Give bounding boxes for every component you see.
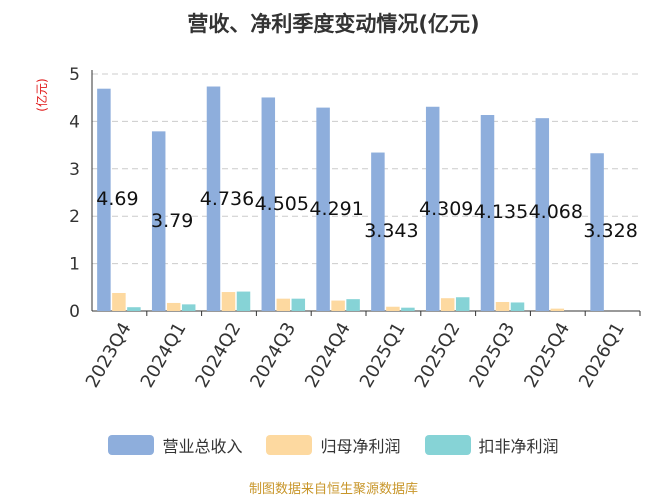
bar-net-profit	[112, 292, 126, 311]
legend-label-deducted-profit: 扣非净利润	[478, 437, 559, 456]
bar-net-profit	[276, 298, 291, 311]
bar-net-profit	[386, 306, 400, 311]
y-axis-label: (亿元)	[34, 78, 49, 111]
bar-revenue	[371, 152, 385, 311]
bar-net-profit	[440, 298, 455, 311]
legend-label-revenue: 营业总收入	[162, 437, 243, 456]
legend-swatch-revenue	[108, 435, 155, 455]
x-tick-label: 2024Q3	[246, 319, 300, 391]
legend-item-deducted-profit[interactable]: 扣非净利润	[424, 433, 559, 457]
data-label: 3.328	[583, 220, 637, 242]
bar-deducted-profit	[127, 307, 141, 311]
bar-net-profit	[495, 301, 510, 311]
data-label: 4.068	[529, 201, 583, 223]
bar-revenue	[316, 107, 330, 311]
y-tick-label: 5	[69, 65, 80, 85]
x-tick-label: 2024Q2	[191, 319, 245, 391]
legend-swatch-deducted-profit	[424, 435, 471, 455]
x-tick-label: 2023Q4	[82, 319, 136, 391]
bar-revenue	[480, 115, 495, 311]
x-tick-label: 2025Q1	[356, 319, 410, 391]
bar-net-profit	[166, 302, 181, 311]
legend-label-net-profit: 归母净利润	[320, 437, 401, 456]
data-label: 4.291	[309, 198, 363, 220]
x-tick-label: 2024Q1	[137, 319, 191, 391]
data-label: 3.343	[364, 220, 418, 242]
bar-deducted-profit	[181, 304, 196, 311]
chart-title: 营收、净利季度变动情况(亿元)	[187, 12, 480, 36]
data-label: 3.79	[151, 210, 193, 232]
x-tick-label: 2026Q1	[575, 319, 629, 391]
y-tick-label: 1	[69, 255, 80, 275]
data-label: 4.135	[474, 201, 528, 223]
y-tick-label: 2	[69, 207, 80, 227]
bar-revenue	[206, 86, 221, 311]
bar-deducted-profit	[346, 299, 360, 311]
bar-net-profit	[550, 308, 565, 311]
bar-net-profit	[221, 292, 236, 311]
x-tick-label: 2025Q2	[411, 319, 465, 391]
data-label: 4.736	[200, 188, 254, 210]
bar-deducted-profit	[291, 298, 306, 311]
bar-revenue	[425, 106, 440, 311]
bar-revenue	[151, 131, 166, 311]
legend: 营业总收入 归母净利润 扣非净利润	[0, 433, 667, 457]
y-tick-label: 4	[69, 112, 80, 132]
data-label: 4.309	[419, 198, 473, 220]
legend-item-net-profit[interactable]: 归母净利润	[266, 433, 401, 457]
legend-swatch-net-profit	[266, 435, 313, 455]
bar-revenue	[97, 88, 111, 311]
x-tick-label: 2024Q4	[301, 319, 355, 391]
data-label: 4.69	[96, 188, 138, 210]
bar-deducted-profit	[455, 297, 470, 311]
data-label: 4.505	[255, 193, 309, 215]
y-tick-label: 0	[69, 302, 80, 322]
bar-deducted-profit	[236, 291, 251, 311]
y-tick-label: 3	[69, 160, 80, 180]
source-footnote: 制图数据来自恒生聚源数据库	[248, 482, 418, 497]
x-tick-label: 2025Q4	[520, 319, 574, 391]
bar-deducted-profit	[401, 307, 415, 311]
legend-item-revenue[interactable]: 营业总收入	[108, 433, 242, 457]
bar-revenue	[535, 118, 550, 311]
bar-revenue	[261, 97, 276, 311]
bar-deducted-profit	[510, 302, 525, 311]
bar-revenue	[590, 153, 604, 311]
x-tick-label: 2025Q3	[465, 319, 519, 391]
bar-net-profit	[331, 300, 345, 311]
